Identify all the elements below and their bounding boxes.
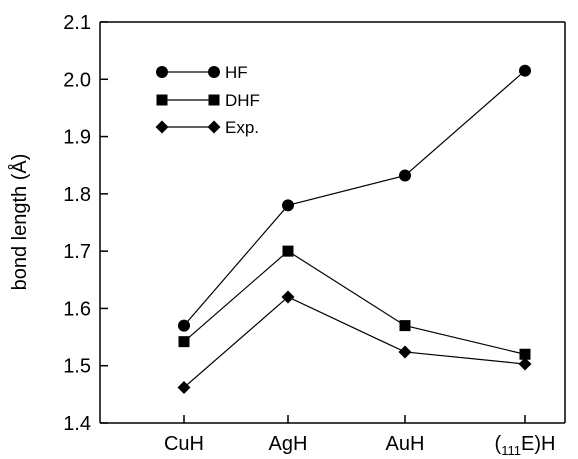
data-point-dhf bbox=[519, 348, 531, 360]
x-axis-ticks: CuH AgH AuH (111E)H bbox=[164, 415, 555, 458]
y-tick-label: 2.1 bbox=[63, 12, 91, 34]
y-tick-label: 1.4 bbox=[63, 413, 91, 435]
legend: HF DHF Exp. bbox=[155, 63, 260, 137]
legend-item-dhf: DHF bbox=[156, 91, 260, 110]
x-tick-label: AgH bbox=[269, 433, 308, 455]
y-tick-label: 1.8 bbox=[63, 184, 91, 206]
legend-label: Exp. bbox=[225, 118, 259, 137]
y-tick-label: 1.7 bbox=[63, 241, 91, 263]
legend-item-exp: Exp. bbox=[155, 118, 259, 137]
data-point-dhf bbox=[282, 245, 294, 257]
series-line-exp bbox=[183, 296, 526, 388]
data-point-hf bbox=[282, 199, 294, 212]
y-axis-ticks: 1.4 1.5 1.6 1.7 1.8 1.9 2.0 2.1 bbox=[63, 12, 108, 435]
legend-marker bbox=[207, 120, 221, 134]
series-dhf bbox=[178, 245, 531, 360]
series-line-dhf bbox=[183, 250, 526, 355]
legend-marker bbox=[155, 120, 169, 134]
legend-marker bbox=[208, 94, 220, 106]
y-tick-label: 1.5 bbox=[63, 356, 91, 378]
data-point-hf bbox=[519, 64, 531, 77]
legend-marker bbox=[156, 94, 168, 106]
series-exp bbox=[177, 290, 532, 394]
legend-item-hf: HF bbox=[156, 63, 248, 82]
x-tick-label: CuH bbox=[164, 433, 204, 455]
y-tick-label: 2.0 bbox=[63, 69, 91, 91]
legend-label: HF bbox=[225, 63, 248, 82]
data-point-hf bbox=[399, 169, 411, 182]
legend-label: DHF bbox=[225, 91, 260, 110]
y-tick-label: 1.6 bbox=[63, 298, 91, 320]
series-line-hf bbox=[183, 70, 526, 327]
data-point-exp bbox=[177, 380, 191, 394]
data-point-exp bbox=[281, 290, 295, 304]
y-axis-title: bond length (Å) bbox=[8, 154, 31, 291]
x-tick-label: (111E)H bbox=[495, 433, 556, 458]
data-point-exp bbox=[398, 345, 412, 359]
legend-marker bbox=[156, 66, 168, 78]
y-tick-label: 1.9 bbox=[63, 127, 91, 149]
data-point-hf bbox=[178, 319, 190, 332]
data-point-dhf bbox=[178, 336, 190, 348]
series-hf bbox=[178, 64, 531, 332]
data-point-exp bbox=[518, 357, 532, 371]
legend-marker bbox=[208, 66, 220, 78]
data-point-dhf bbox=[399, 320, 411, 332]
x-tick-label: AuH bbox=[386, 433, 425, 455]
series-layer bbox=[177, 64, 532, 394]
plot-frame bbox=[99, 21, 566, 424]
